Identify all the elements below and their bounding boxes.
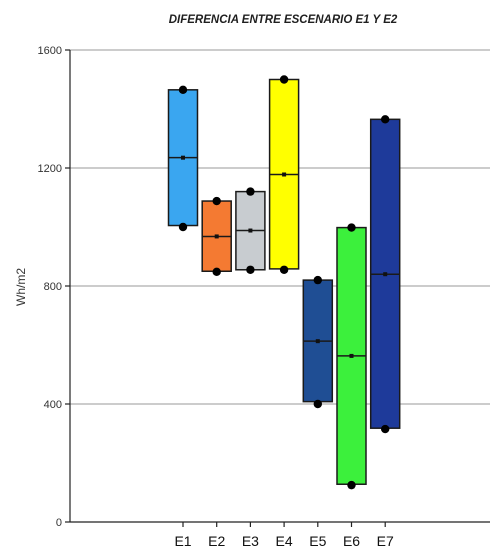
min-point <box>381 424 390 434</box>
y-tick-label: 0 <box>56 517 62 529</box>
x-tick-label: E7 <box>377 533 394 549</box>
tick-labels: 0 400 800 1200 1600 E1 E2 E3 E4 E5 E6 E7 <box>38 45 394 549</box>
box-e5 <box>302 275 334 409</box>
x-tick-label: E1 <box>174 533 191 549</box>
min-point <box>347 480 356 490</box>
max-point <box>347 223 356 232</box>
min-point <box>313 399 322 409</box>
box-e1 <box>167 85 199 232</box>
y-tick-label: 400 <box>44 399 62 411</box>
max-point <box>178 85 188 95</box>
median-marker <box>248 228 253 233</box>
max-point <box>212 196 221 206</box>
min-point <box>246 265 255 274</box>
median-marker <box>349 353 354 358</box>
max-point <box>313 275 322 285</box>
box-e4 <box>268 75 300 274</box>
x-tick-label: E6 <box>343 533 360 549</box>
min-point <box>212 267 221 277</box>
box-e3 <box>235 187 266 274</box>
median-marker <box>181 155 185 160</box>
x-tick-label: E5 <box>309 533 326 549</box>
box-e2 <box>201 196 232 277</box>
median-marker <box>383 272 388 277</box>
x-tick-label: E2 <box>208 533 225 549</box>
y-tick-label: 1200 <box>38 163 62 175</box>
y-tick-label: 800 <box>44 281 62 293</box>
boxes <box>167 75 401 490</box>
min-point <box>279 265 289 274</box>
median-marker <box>214 234 219 239</box>
median-marker <box>315 339 320 344</box>
x-tick-label: E3 <box>242 533 259 549</box>
axes <box>65 49 490 527</box>
median-marker <box>282 172 287 177</box>
box-e7 <box>369 115 401 434</box>
max-point <box>381 115 390 124</box>
box-e6 <box>336 223 367 490</box>
chart-title: DIFERENCIA ENTRE ESCENARIO E1 Y E2 <box>169 14 398 26</box>
min-point <box>178 222 188 232</box>
y-axis-label: Wh/m2 <box>14 268 28 306</box>
y-tick-label: 1600 <box>38 45 62 57</box>
max-point <box>246 187 255 196</box>
x-tick-label: E4 <box>276 533 293 549</box>
max-point <box>279 75 289 84</box>
